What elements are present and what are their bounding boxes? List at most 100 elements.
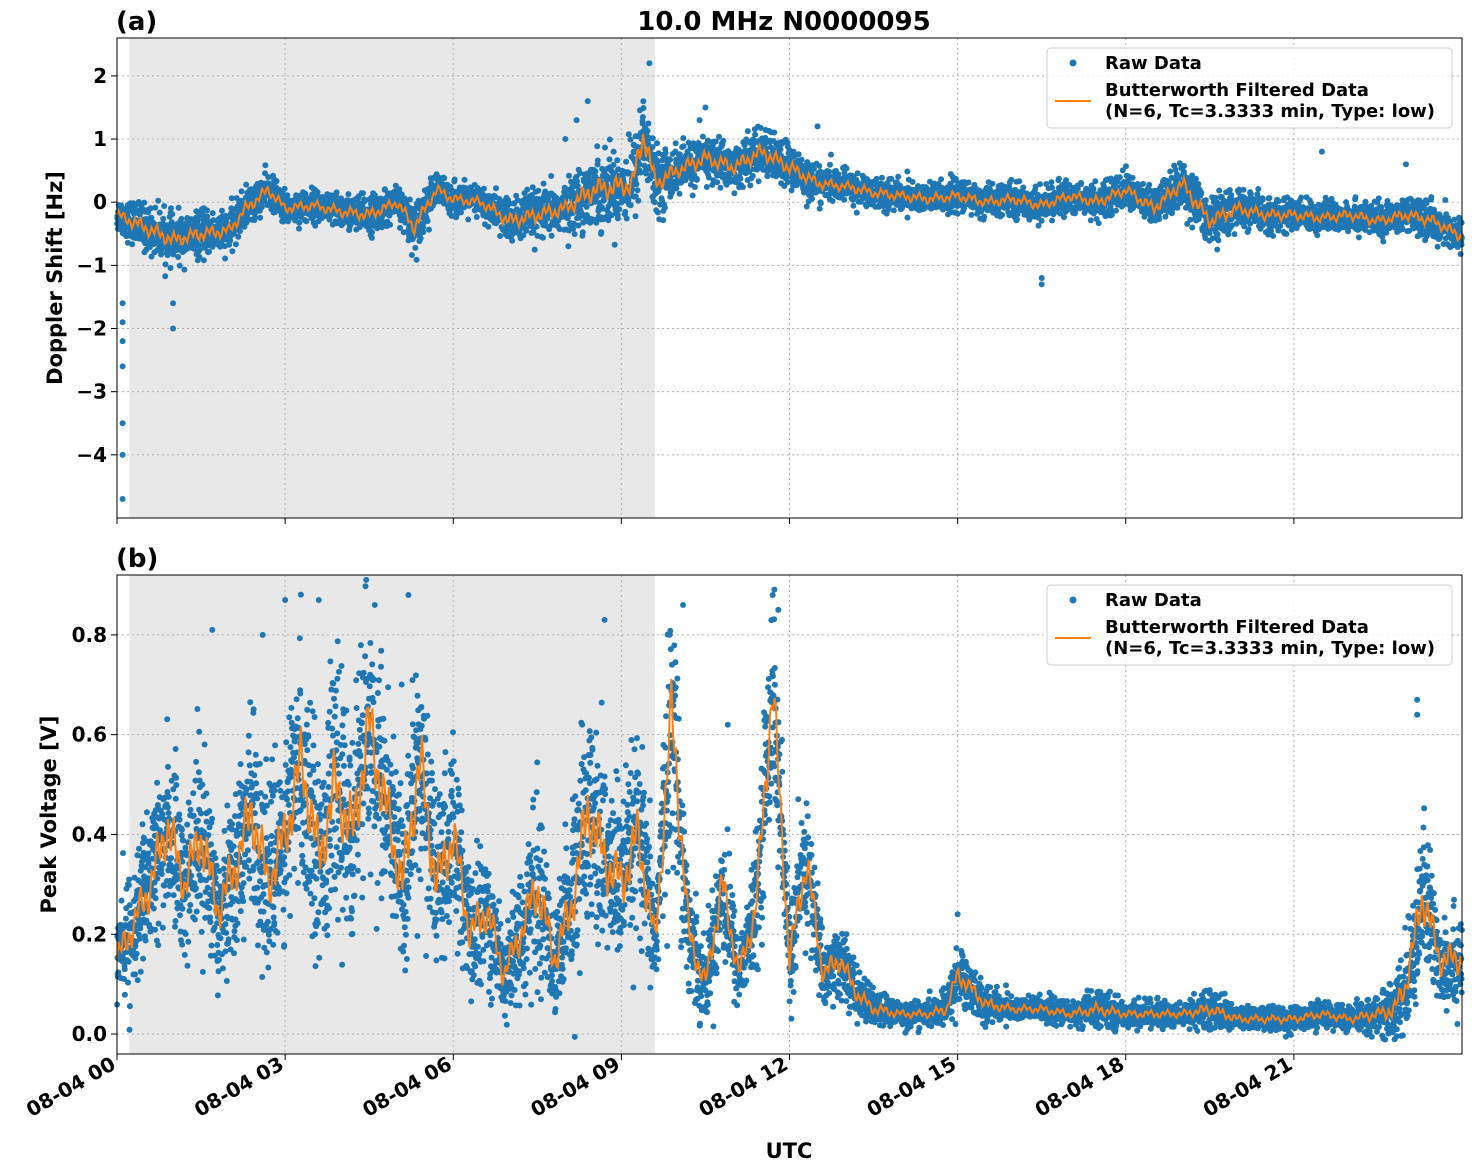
raw-data-point — [660, 217, 667, 224]
raw-data-point — [1049, 217, 1056, 224]
raw-data-point — [602, 144, 608, 151]
raw-data-point — [904, 214, 911, 221]
raw-data-point — [509, 237, 516, 244]
raw-data-point — [841, 196, 848, 203]
raw-data-point — [654, 140, 660, 147]
raw-data-point — [795, 151, 802, 158]
raw-data-point — [281, 185, 288, 192]
raw-data-point — [632, 213, 639, 220]
raw-data-point — [524, 186, 531, 193]
raw-data-point — [175, 254, 182, 260]
raw-data-point — [426, 226, 432, 233]
raw-data-point — [206, 248, 212, 255]
raw-data-point — [592, 168, 599, 175]
raw-data-point — [853, 209, 860, 216]
raw-data-point — [273, 178, 280, 185]
raw-data-point — [989, 180, 996, 187]
raw-data-point — [175, 204, 182, 211]
raw-data-point — [614, 215, 621, 222]
raw-data-point — [752, 131, 759, 138]
raw-data-point — [162, 261, 169, 268]
raw-data-point — [640, 105, 647, 111]
raw-data-point — [222, 255, 229, 262]
raw-data-point — [739, 184, 746, 190]
raw-data-point — [303, 218, 310, 225]
raw-data-point — [441, 175, 448, 182]
raw-data-point — [616, 206, 623, 213]
raw-data-point — [565, 243, 572, 250]
raw-data-point — [160, 215, 167, 222]
raw-data-point — [1055, 175, 1062, 182]
raw-data-point — [909, 178, 916, 185]
raw-data-point — [236, 228, 243, 235]
raw-data-point — [238, 188, 245, 195]
raw-data-point — [606, 136, 613, 143]
raw-data-point — [737, 175, 744, 182]
raw-data-point — [148, 253, 155, 260]
raw-data-point — [755, 178, 762, 185]
raw-data-point — [676, 190, 683, 197]
raw-data-point — [680, 135, 687, 142]
raw-data-point — [829, 198, 836, 204]
raw-data-point — [672, 140, 679, 147]
raw-data-point — [132, 202, 138, 209]
raw-data-point — [369, 229, 375, 236]
raw-data-point — [1129, 174, 1136, 181]
raw-data-point — [850, 202, 857, 209]
raw-data-point — [141, 199, 148, 206]
raw-data-point — [731, 190, 738, 197]
raw-data-point — [296, 219, 303, 226]
raw-data-point — [817, 200, 824, 207]
raw-data-point — [167, 265, 174, 271]
raw-data-point — [540, 234, 546, 241]
raw-data-point — [890, 207, 897, 214]
raw-data-point — [645, 120, 652, 127]
raw-data-point — [235, 233, 242, 240]
raw-data-point — [178, 215, 185, 222]
raw-data-point — [635, 197, 642, 204]
raw-data-point — [610, 148, 617, 155]
raw-data-point — [627, 202, 634, 209]
shaded-region-a — [129, 38, 655, 518]
raw-data-point — [485, 223, 492, 230]
raw-data-point — [368, 234, 375, 241]
raw-data-point — [257, 214, 264, 221]
raw-data-point — [232, 241, 239, 248]
raw-data-point — [639, 114, 646, 120]
raw-data-point — [424, 218, 431, 224]
raw-data-point — [651, 199, 658, 206]
raw-data-point — [640, 98, 647, 105]
raw-data-point — [181, 266, 188, 273]
raw-data-point — [878, 174, 885, 181]
raw-data-point — [548, 173, 555, 179]
raw-data-point — [229, 248, 236, 255]
raw-data-point — [411, 210, 418, 217]
raw-data-point — [816, 162, 823, 169]
raw-data-point — [523, 227, 530, 234]
raw-data-point — [156, 209, 163, 216]
raw-data-point — [1061, 214, 1067, 221]
raw-data-point — [200, 257, 207, 264]
raw-data-point — [999, 211, 1006, 218]
raw-data-point — [164, 252, 171, 259]
raw-data-point — [654, 209, 661, 216]
raw-data-point — [691, 184, 698, 190]
raw-data-point — [610, 161, 617, 168]
raw-data-point — [531, 246, 538, 253]
raw-data-point — [777, 146, 784, 153]
raw-data-point — [662, 150, 669, 156]
raw-data-point — [461, 176, 468, 183]
raw-data-point — [717, 184, 724, 191]
raw-data-point — [720, 137, 727, 144]
raw-data-point — [1092, 178, 1099, 185]
raw-data-point — [345, 191, 352, 198]
raw-data-point — [680, 143, 687, 150]
raw-data-point — [1037, 181, 1043, 188]
raw-data-point — [535, 187, 542, 194]
raw-data-point — [895, 173, 902, 180]
raw-data-point — [497, 233, 504, 239]
raw-data-point — [458, 209, 464, 216]
raw-data-point — [196, 246, 203, 253]
raw-data-point — [968, 211, 975, 218]
